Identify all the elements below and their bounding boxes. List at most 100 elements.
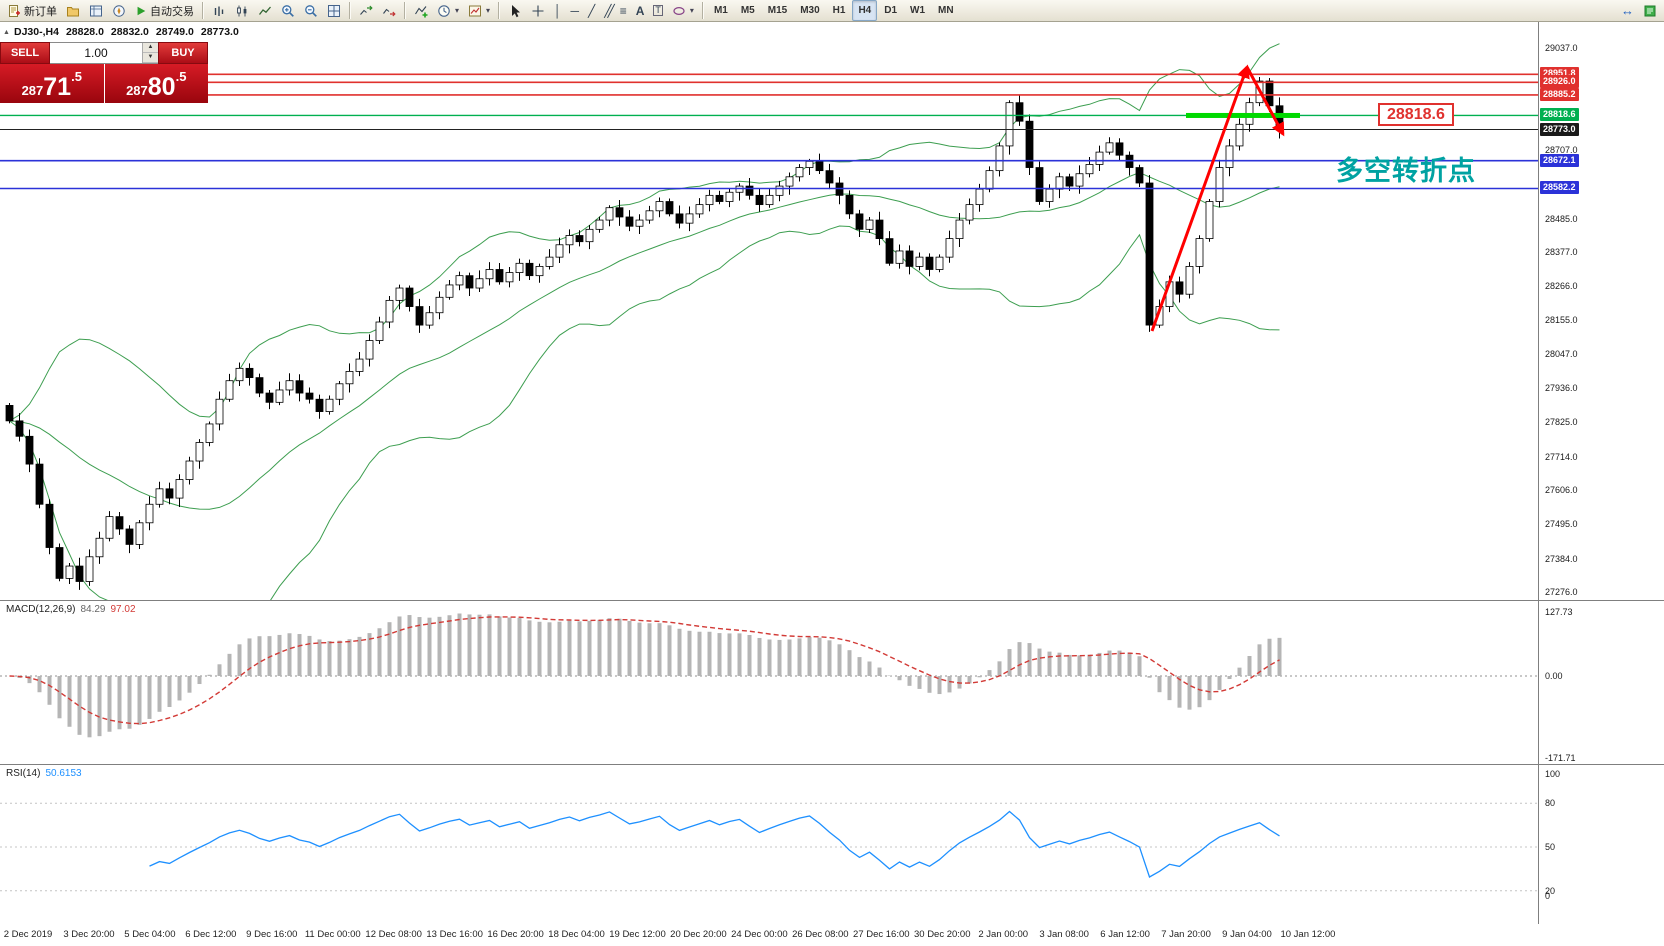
- candlestick-chart-button[interactable]: [231, 0, 253, 21]
- crosshair-button[interactable]: [527, 0, 549, 21]
- time-axis-label: 2 Dec 2019: [3, 929, 53, 940]
- time-axis[interactable]: 2 Dec 2019 3 Dec 20:00 5 Dec 04:00 6 Dec 12…: [0, 925, 1664, 946]
- time-axis-label: 13 Dec 16:00: [426, 929, 483, 940]
- timeframe-m15-button[interactable]: M15: [767, 5, 788, 16]
- shapes-button[interactable]: ▾: [668, 0, 698, 21]
- timeframe-d1-button[interactable]: D1: [884, 5, 898, 16]
- time-axis-label: 16 Dec 20:00: [487, 929, 544, 940]
- book-button[interactable]: [1639, 0, 1661, 21]
- vertical-line-button[interactable]: │: [550, 0, 566, 21]
- time-axis-label: 19 Dec 12:00: [609, 929, 666, 940]
- price-tick-label: 28485.0: [1545, 213, 1578, 224]
- zoom-in-button[interactable]: [277, 0, 299, 21]
- time-axis-label: 6 Jan 12:00: [1100, 929, 1150, 940]
- macd-scale-label: -171.71: [1545, 753, 1576, 763]
- buy-button[interactable]: BUY: [158, 42, 208, 64]
- bar-chart-button[interactable]: [208, 0, 230, 21]
- indicators-plus-icon: [414, 4, 428, 18]
- bar-chart-icon: [212, 4, 226, 18]
- time-axis-label: 30 Dec 20:00: [913, 929, 971, 940]
- collapse-panel-icon[interactable]: ▲: [3, 29, 10, 36]
- market-watch-button[interactable]: [85, 0, 107, 21]
- navigator-button[interactable]: [108, 0, 130, 21]
- volume-spinner: ▲ ▼: [142, 43, 158, 63]
- channel-button[interactable]: ╱╱: [600, 0, 615, 21]
- trendline-button[interactable]: ╱: [584, 0, 599, 21]
- time-axis-label: 3 Dec 20:00: [63, 929, 115, 940]
- templates-button[interactable]: ▾: [464, 0, 494, 21]
- timeframe-mn-button[interactable]: MN: [938, 5, 954, 16]
- folder-icon: [66, 4, 80, 18]
- timeframe-h4-button[interactable]: H4: [852, 0, 878, 21]
- time-axis-label: 11 Dec 00:00: [304, 929, 361, 940]
- turning-point-text[interactable]: 多空转折点: [1336, 156, 1476, 186]
- time-axis-label: 3 Jan 08:00: [1039, 929, 1089, 940]
- play-icon: [135, 5, 147, 17]
- rsi-scale-label: 20: [1545, 885, 1556, 896]
- text-label-button[interactable]: T: [649, 0, 667, 21]
- volume-field[interactable]: 1.00 ▲ ▼: [50, 42, 158, 64]
- main-chart[interactable]: [0, 22, 1664, 924]
- chevron-down-icon: ▾: [689, 6, 694, 15]
- buy-price-big: 80: [147, 72, 176, 101]
- price-axis[interactable]: 29037.0 28707.0 28485.0 28377.0 28266.0 28155…: [1539, 22, 1664, 924]
- horizontal-line-button[interactable]: ─: [567, 0, 584, 21]
- volume-decrease-button[interactable]: ▼: [143, 53, 158, 63]
- vertical-line-icon: │: [554, 3, 562, 18]
- zoom-out-button[interactable]: [300, 0, 322, 21]
- macd-panel: [0, 613, 1538, 738]
- main-price-panel: [0, 43, 1538, 600]
- timeframe-h1-button[interactable]: H1: [832, 5, 846, 16]
- chart-shift-button[interactable]: [378, 0, 400, 21]
- candlestick-icon: [235, 4, 249, 18]
- sell-price[interactable]: 287 71.5: [0, 64, 104, 103]
- buy-price-suffix: .5: [175, 69, 187, 84]
- timeframe-m1-button[interactable]: M1: [713, 5, 728, 16]
- line-chart-button[interactable]: [254, 0, 276, 21]
- chevron-down-icon: ▾: [486, 6, 491, 15]
- price-tick-label: 28155.0: [1545, 315, 1578, 326]
- text-icon: A: [635, 3, 645, 18]
- sell-button[interactable]: SELL: [0, 42, 50, 64]
- price-tick-label: 28707.0: [1545, 144, 1578, 155]
- tile-windows-button[interactable]: [323, 0, 345, 21]
- chevron-down-icon: ▾: [455, 6, 460, 15]
- arrows-button[interactable]: ↔: [1617, 0, 1638, 21]
- price-tick-label: 28266.0: [1545, 281, 1578, 292]
- rsi-name: RSI(14): [6, 768, 41, 779]
- rsi-panel: [0, 802, 1538, 892]
- channel-icon: ╱╱: [604, 3, 615, 18]
- price-tick-label: 27936.0: [1545, 383, 1578, 394]
- time-axis-label: 18 Dec 04:00: [548, 929, 605, 940]
- rsi-line: [149, 810, 1280, 878]
- timeframe-w1-button[interactable]: W1: [910, 5, 926, 16]
- fibonacci-button[interactable]: ≡: [616, 0, 631, 21]
- price-tick-label: 29037.0: [1545, 43, 1578, 53]
- text-button[interactable]: A: [632, 0, 649, 21]
- price-tag: 28672.1: [1540, 153, 1579, 167]
- auto-scroll-icon: [359, 4, 373, 18]
- price-tag: 28885.2: [1540, 87, 1579, 101]
- time-axis-label: 20 Dec 20:00: [670, 929, 727, 940]
- indicators-button[interactable]: [410, 0, 432, 21]
- timeframe-m5-button[interactable]: M5: [740, 5, 755, 16]
- time-axis-label: 9 Jan 04:00: [1222, 929, 1272, 940]
- periods-button[interactable]: ▾: [433, 0, 463, 21]
- timeframe-m30-button[interactable]: M30: [800, 5, 820, 16]
- charts-profile-button[interactable]: [62, 0, 84, 21]
- text-label-icon: T: [653, 5, 663, 16]
- chart-open: 28828.0: [65, 26, 104, 38]
- time-axis-label: 5 Dec 04:00: [124, 929, 176, 940]
- ellipse-icon: [672, 4, 686, 18]
- price-annotation-label[interactable]: 28818.6: [1378, 103, 1454, 126]
- line-chart-icon: [258, 4, 272, 18]
- volume-increase-button[interactable]: ▲: [143, 43, 158, 53]
- horizontal-line-icon: ─: [570, 3, 580, 18]
- new-order-button[interactable]: 新订单: [3, 0, 61, 21]
- cursor-button[interactable]: [504, 0, 526, 21]
- volume-value[interactable]: 1.00: [84, 46, 108, 60]
- auto-scroll-button[interactable]: [355, 0, 377, 21]
- rsi-scale-label: 50: [1545, 842, 1556, 852]
- auto-trading-button[interactable]: 自动交易: [131, 0, 198, 21]
- buy-price[interactable]: 287 80.5: [104, 64, 208, 103]
